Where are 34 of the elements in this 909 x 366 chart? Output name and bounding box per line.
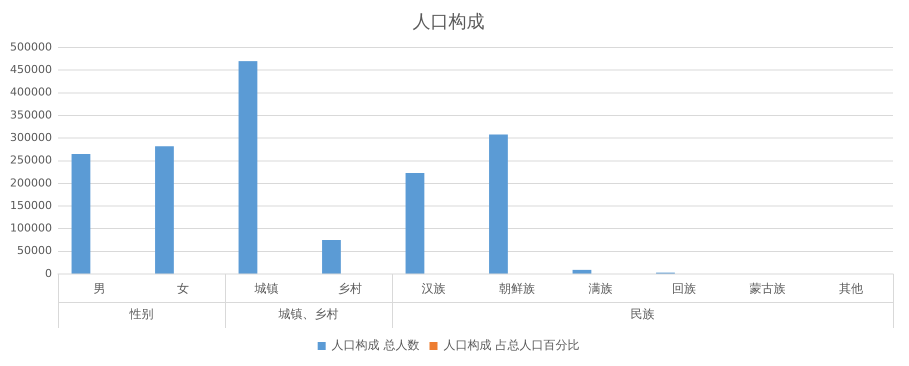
text: 性别 [128, 307, 154, 322]
x-tick-label: 城镇 [254, 281, 279, 296]
y-tick-label: 100000 [10, 222, 52, 235]
x-tick-label: 回族 [672, 281, 696, 296]
y-tick-label: 50000 [16, 244, 52, 258]
legend-label: 人口构成 总人数 [332, 338, 420, 352]
x-tick-label: 蒙古族 [750, 281, 786, 296]
text: 城镇、乡村 [277, 307, 338, 322]
y-tick-label: 0 [44, 266, 52, 280]
x-tick-label: 女 [177, 281, 190, 296]
y-tick-label: 450000 [10, 63, 52, 76]
y-tick-label: 200000 [10, 176, 52, 190]
bar [238, 61, 258, 274]
x-tick-label: 满族 [588, 281, 613, 296]
x-tick-label: 乡村 [338, 281, 362, 296]
bar [406, 173, 424, 274]
x-tick-label: 男 [94, 281, 106, 296]
bar [322, 240, 341, 274]
legend-label: 人口构成 占总人口百分比 [444, 338, 580, 352]
bar [572, 270, 592, 274]
x-tick-label: 汉族 [422, 281, 446, 296]
y-tick-label: 400000 [10, 86, 52, 99]
text: 民族 [630, 307, 654, 322]
bar [72, 154, 90, 274]
y-tick-label: 150000 [10, 198, 52, 212]
x-tick-label: 其他 [839, 281, 864, 296]
y-tick-label: 500000 [10, 40, 52, 54]
bar [489, 134, 508, 274]
y-tick-label: 350000 [10, 108, 52, 122]
y-tick-label: 300000 [10, 131, 52, 144]
x-tick-label: 朝鲜族 [499, 281, 536, 296]
bar [155, 146, 174, 274]
chart-title: 人口构成 [412, 11, 484, 32]
y-tick-label: 250000 [10, 154, 52, 167]
